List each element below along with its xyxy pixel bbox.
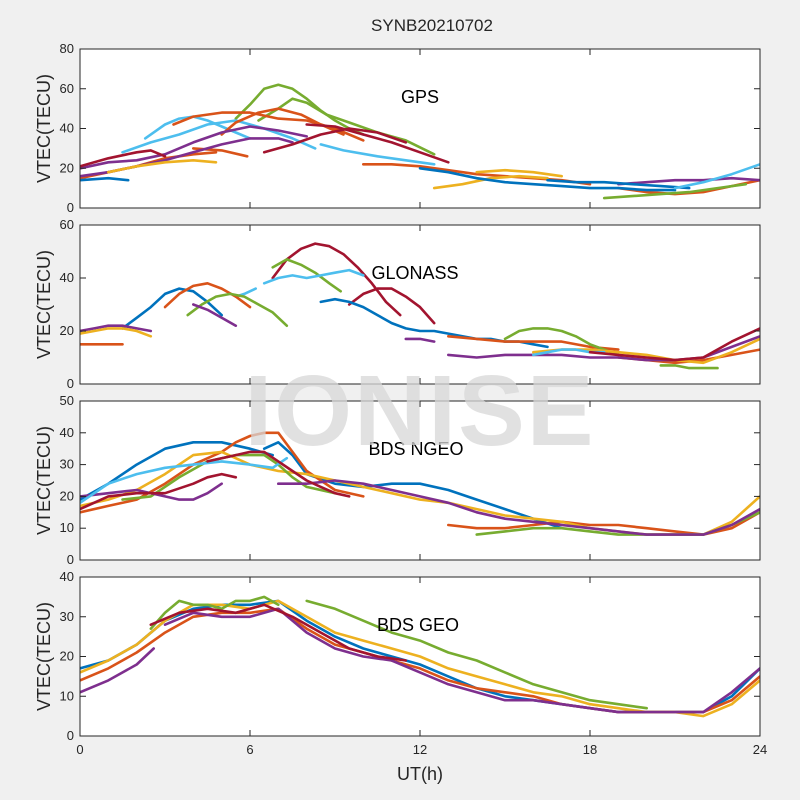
x-axis-label: UT(h)	[397, 764, 443, 784]
series-line	[80, 482, 223, 501]
series-line	[602, 182, 748, 200]
y-tick-label: 0	[67, 376, 74, 391]
series-line	[143, 115, 252, 140]
series-line	[404, 337, 436, 343]
series-line	[546, 178, 691, 190]
series-line	[80, 149, 167, 168]
y-tick-label: 30	[60, 457, 74, 472]
watermark: IONISE	[245, 355, 596, 467]
series-line	[659, 364, 719, 370]
series-line	[673, 163, 760, 190]
series-line	[305, 123, 450, 164]
series-line	[80, 472, 238, 511]
y-tick-label: 10	[60, 520, 74, 535]
figure-title: SYNB20210702	[371, 16, 493, 35]
series-line	[149, 595, 280, 631]
panel-label: GPS	[401, 87, 439, 107]
series-line	[80, 176, 130, 182]
series-group	[80, 83, 760, 200]
series-line	[475, 168, 564, 178]
series-line	[121, 119, 317, 154]
panel-label: GLONASS	[371, 263, 458, 283]
series-line	[616, 176, 760, 186]
y-tick-label: 20	[60, 160, 74, 175]
series-line	[262, 268, 365, 285]
y-axis-label: VTEC(TECU)	[34, 74, 54, 183]
y-tick-label: 0	[67, 200, 74, 215]
y-axis-label: VTEC(TECU)	[34, 602, 54, 711]
x-tick-label: 6	[246, 742, 253, 757]
y-tick-label: 20	[60, 649, 74, 664]
series-line	[80, 440, 275, 501]
y-tick-label: 0	[67, 552, 74, 567]
series-line	[80, 324, 153, 333]
panel-label: BDS NGEO	[368, 439, 463, 459]
series-group	[80, 242, 760, 370]
series-line	[432, 174, 549, 190]
panel-glonass: 0 20 40 60 VTEC(TECU) GLONASS	[34, 217, 761, 391]
series-line	[80, 647, 155, 694]
y-tick-label: 20	[60, 323, 74, 338]
x-tick-label: 24	[753, 742, 767, 757]
series-line	[319, 143, 436, 166]
panel-bds-ngeo: 0 10 20 30 40 50 VTEC(TECU) BDS NGEO	[34, 393, 761, 567]
series-line	[271, 242, 402, 317]
y-tick-label: 50	[60, 393, 74, 408]
y-tick-label: 0	[67, 728, 74, 743]
series-line	[262, 127, 408, 154]
series-line	[163, 607, 760, 714]
series-line	[418, 167, 677, 192]
series-line	[503, 327, 620, 357]
series-line	[121, 453, 337, 501]
series-group	[80, 431, 760, 536]
series-line	[80, 125, 309, 170]
series-line	[305, 599, 649, 710]
series-line	[262, 440, 564, 530]
series-line	[347, 287, 436, 325]
y-tick-label: 40	[60, 121, 74, 136]
x-tick-label: 12	[413, 742, 427, 757]
series-line	[80, 327, 153, 338]
series-line	[588, 327, 760, 362]
series-line	[149, 603, 408, 662]
series-line	[80, 456, 289, 505]
series-line	[121, 287, 223, 330]
series-line	[186, 292, 289, 328]
y-tick-label: 40	[60, 569, 74, 584]
y-tick-label: 60	[60, 81, 74, 96]
series-line	[271, 258, 343, 293]
series-line	[107, 159, 218, 174]
axes-background	[80, 49, 760, 208]
y-tick-label: 40	[60, 425, 74, 440]
x-tick-label: 18	[583, 742, 597, 757]
panel-bds-geo: 0 10 20 30 40 0 6 12 18 24 VTEC(TECU) BDS GEO	[34, 569, 767, 757]
series-line	[192, 303, 238, 328]
y-axis-label: VTEC(TECU)	[34, 250, 54, 359]
series-line	[446, 334, 620, 351]
series-line	[276, 479, 760, 536]
series-line	[234, 83, 365, 136]
series-line	[206, 450, 351, 498]
series-line	[163, 281, 252, 309]
y-axis-label: VTEC(TECU)	[34, 426, 54, 535]
y-tick-label: 30	[60, 609, 74, 624]
y-tick-label: 10	[60, 688, 74, 703]
panel-gps: 0 20 40 60 80 VTEC(TECU) GPS	[34, 41, 761, 215]
panel-label: BDS GEO	[377, 615, 459, 635]
y-tick-label: 20	[60, 488, 74, 503]
series-group	[80, 595, 760, 718]
x-tick-label: 0	[76, 742, 83, 757]
y-tick-label: 40	[60, 270, 74, 285]
y-tick-label: 60	[60, 217, 74, 232]
y-tick-label: 80	[60, 41, 74, 56]
